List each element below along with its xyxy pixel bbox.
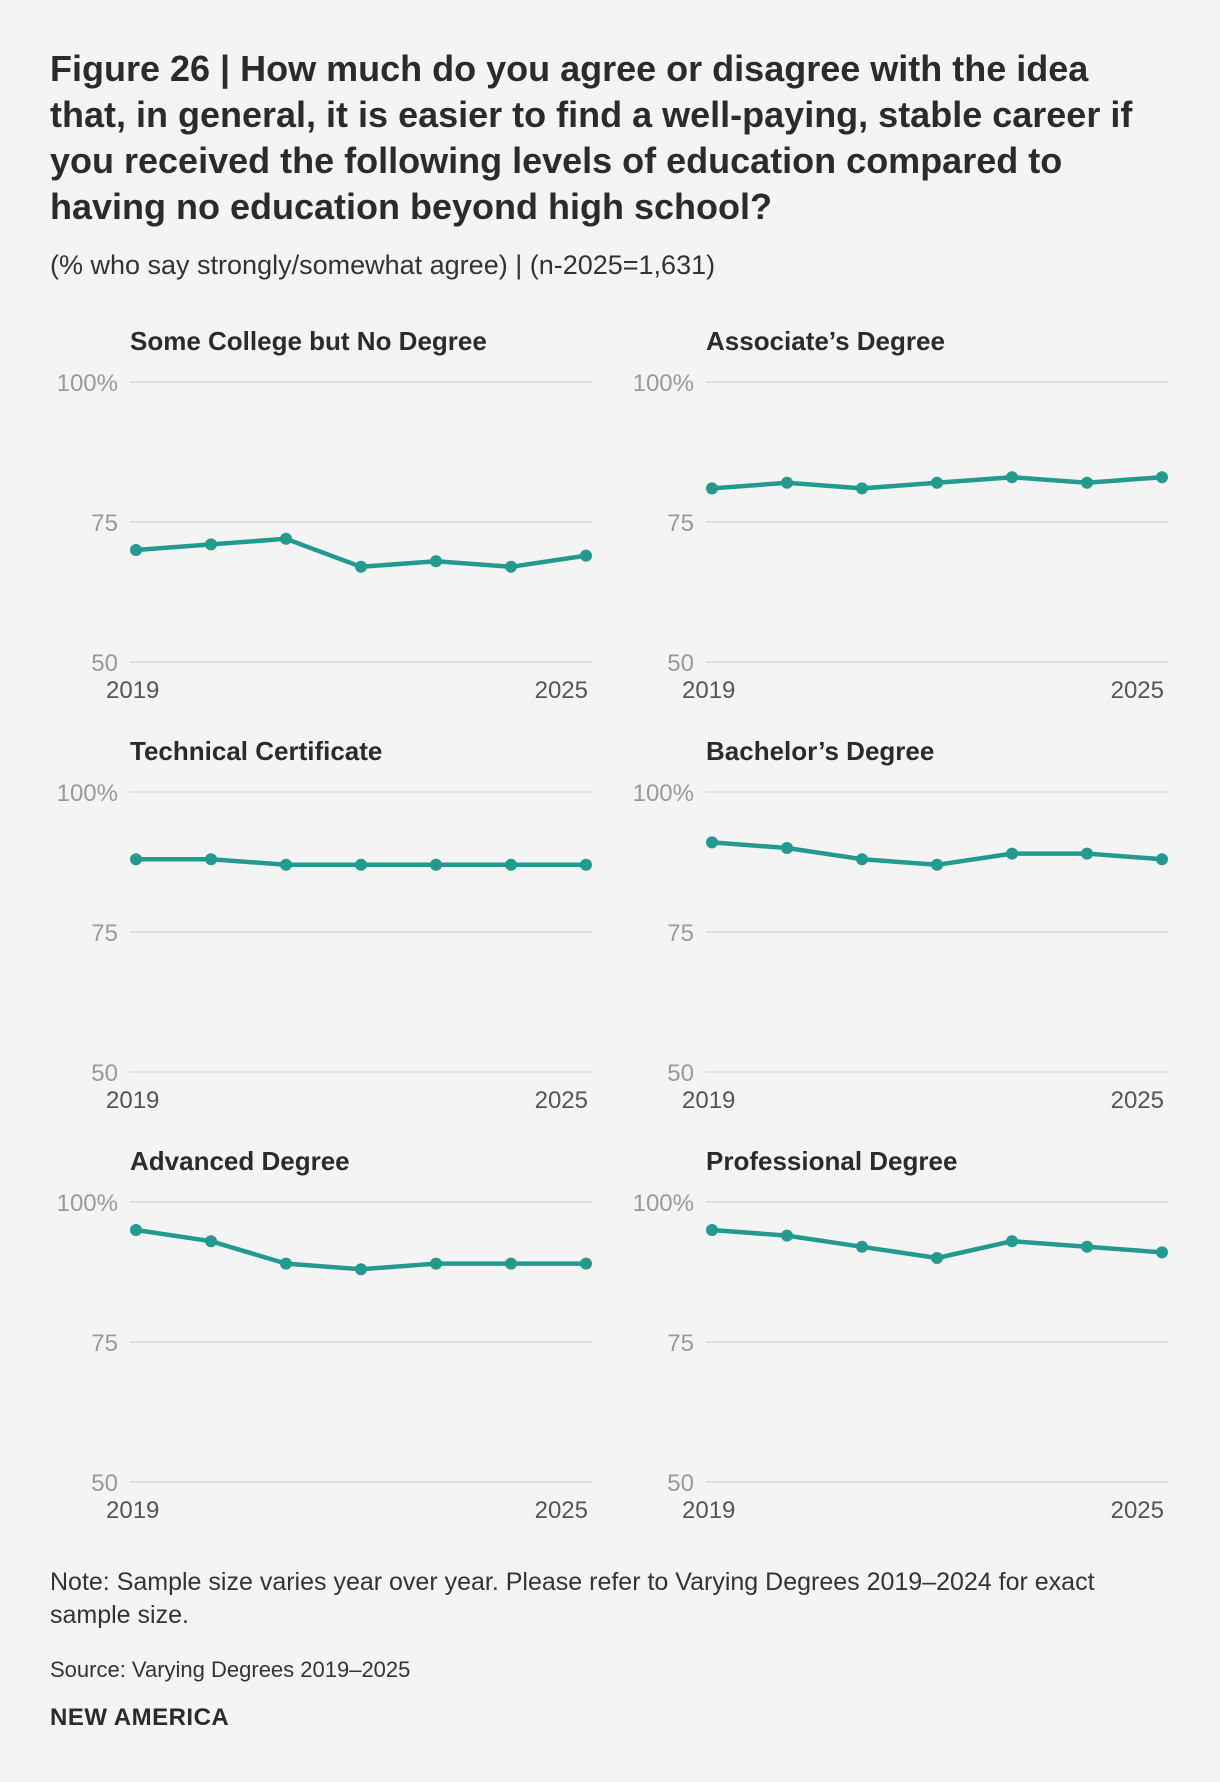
source-line: Source: Varying Degrees 2019–2025 [50, 1657, 411, 1682]
panel-title: Some College but No Degree [130, 326, 487, 356]
data-point [781, 1229, 793, 1242]
y-tick-label: 75 [667, 510, 694, 537]
data-point [130, 1224, 142, 1236]
x-tick-label: 2025 [1111, 1087, 1164, 1114]
x-tick-label: 2025 [535, 1087, 588, 1114]
chart-panel-associates: Associate’s Degree 100% 75 50 2019 2025 [626, 326, 1201, 711]
footnote: Note: Sample size varies year over year.… [50, 1568, 1095, 1629]
x-tick-label: 2019 [682, 1497, 735, 1524]
data-point [1006, 847, 1018, 860]
data-point [931, 858, 943, 871]
y-tick-label: 75 [91, 510, 118, 537]
chart-panel-some-college: Some College but No Degree 100% 75 50 2019 2… [50, 326, 625, 711]
y-tick-label: 75 [91, 1330, 118, 1357]
y-tick-label: 100% [57, 370, 118, 397]
panel-title: Advanced Degree [130, 1146, 350, 1176]
x-tick-label: 2025 [535, 677, 588, 704]
data-point [280, 858, 292, 871]
data-point [355, 858, 367, 871]
data-point [1156, 1246, 1168, 1259]
data-point [1156, 471, 1168, 484]
data-point [280, 1257, 292, 1270]
data-point [931, 476, 943, 489]
data-point [856, 853, 868, 866]
y-tick-label: 50 [91, 650, 118, 677]
y-tick-label: 75 [91, 920, 118, 947]
data-point [931, 1252, 943, 1264]
data-point [706, 482, 718, 495]
y-tick-label: 50 [91, 1470, 118, 1497]
data-point [781, 842, 793, 854]
data-point [355, 560, 367, 573]
data-point [1081, 476, 1093, 489]
data-point [856, 482, 868, 495]
data-point [706, 836, 718, 849]
panel-title: Technical Certificate [130, 736, 383, 766]
y-tick-label: 100% [57, 1190, 118, 1217]
data-point [856, 1240, 868, 1253]
data-point [1006, 1235, 1018, 1248]
y-tick-label: 50 [667, 1470, 694, 1497]
y-tick-label: 75 [667, 1330, 694, 1357]
data-point [355, 1263, 367, 1276]
x-tick-label: 2025 [1111, 677, 1164, 704]
data-point [781, 476, 793, 489]
figure-title: Figure 26 | How much do you agree or dis… [50, 48, 1133, 227]
panel-title: Associate’s Degree [706, 326, 945, 356]
data-point [430, 1257, 442, 1270]
y-tick-label: 50 [91, 1060, 118, 1087]
x-tick-label: 2019 [106, 677, 159, 704]
data-point [505, 1257, 517, 1270]
y-tick-label: 100% [633, 370, 694, 397]
chart-panel-technical-certificate: Technical Certificate 100% 75 50 2019 2025 [50, 736, 625, 1121]
x-tick-label: 2019 [106, 1497, 159, 1524]
data-point [130, 853, 142, 866]
x-tick-label: 2019 [682, 1087, 735, 1114]
data-point [580, 858, 592, 871]
data-point [1081, 1240, 1093, 1253]
data-point [580, 549, 592, 562]
brand-logo-text: NEW AMERICA [50, 1704, 230, 1731]
data-point [205, 538, 217, 551]
data-point [1006, 471, 1018, 484]
x-tick-label: 2019 [106, 1087, 159, 1114]
y-tick-label: 50 [667, 1060, 694, 1087]
x-tick-label: 2025 [535, 1497, 588, 1524]
data-point [430, 555, 442, 568]
data-point [205, 853, 217, 866]
panel-title: Bachelor’s Degree [706, 736, 935, 766]
data-point [205, 1235, 217, 1248]
panel-title: Professional Degree [706, 1146, 958, 1176]
data-point [580, 1257, 592, 1270]
y-tick-label: 50 [667, 650, 694, 677]
chart-panel-bachelors: Bachelor’s Degree 100% 75 50 2019 2025 [626, 736, 1201, 1121]
x-tick-label: 2025 [1111, 1497, 1164, 1524]
y-tick-label: 100% [633, 780, 694, 807]
data-point [1156, 853, 1168, 866]
data-point [430, 858, 442, 871]
chart-panel-advanced: Advanced Degree 100% 75 50 2019 2025 [50, 1146, 625, 1531]
chart-panel-professional: Professional Degree 100% 75 50 2019 2025 [626, 1146, 1201, 1531]
data-point [1081, 847, 1093, 860]
x-tick-label: 2019 [682, 677, 735, 704]
data-point [505, 858, 517, 871]
y-tick-label: 100% [57, 780, 118, 807]
data-point [706, 1224, 718, 1236]
figure-subtitle: (% who say strongly/somewhat agree) | (n… [50, 250, 716, 280]
data-point [130, 544, 142, 556]
y-tick-label: 75 [667, 920, 694, 947]
y-tick-label: 100% [633, 1190, 694, 1217]
data-point [505, 560, 517, 573]
data-point [280, 532, 292, 545]
